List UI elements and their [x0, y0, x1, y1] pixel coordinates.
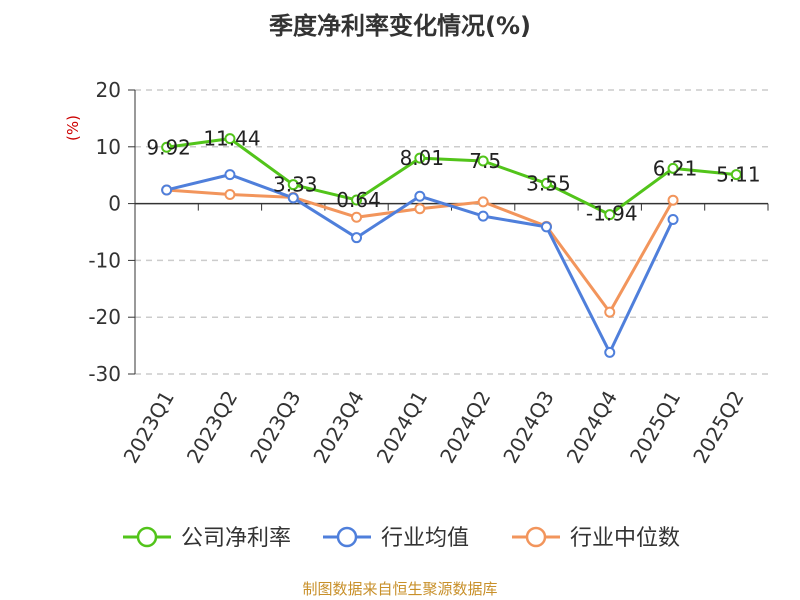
- data-point: [667, 162, 679, 174]
- legend-swatch-marker: [136, 526, 158, 548]
- data-point: [477, 155, 489, 167]
- data-label: -1.94: [586, 202, 638, 226]
- data-point: [224, 189, 236, 201]
- data-label: 9.92: [146, 135, 191, 159]
- data-point: [351, 211, 363, 223]
- data-point: [540, 221, 552, 233]
- data-point: [351, 232, 363, 244]
- source-note: 制图数据来自恒生聚源数据库: [302, 580, 498, 598]
- data-point: [730, 169, 742, 181]
- data-point: [477, 196, 489, 208]
- chart-title: 季度净利率变化情况(%): [269, 12, 531, 40]
- legend-swatch-marker: [525, 526, 547, 548]
- y-tick-label: 10: [96, 135, 121, 159]
- x-tick-label: 2025Q1: [625, 387, 685, 468]
- data-label: 11.44: [203, 127, 260, 151]
- x-tick-label: 2024Q2: [435, 387, 495, 468]
- legend-swatch-marker: [336, 526, 358, 548]
- x-tick-label: 2025Q2: [688, 387, 748, 468]
- data-label: 8.01: [400, 146, 445, 170]
- data-point: [161, 184, 173, 196]
- data-point: [667, 214, 679, 226]
- data-point: [604, 209, 616, 221]
- data-point: [477, 210, 489, 222]
- series-line: [166, 137, 737, 217]
- data-label: 5.11: [716, 163, 761, 187]
- x-tick-label: 2024Q1: [372, 387, 432, 468]
- x-tick-label: 2023Q2: [182, 387, 242, 468]
- series-lines: [166, 137, 737, 354]
- data-label: 7.5: [469, 149, 501, 173]
- x-tick-label: 2023Q3: [245, 387, 305, 468]
- y-tick-label: -10: [88, 248, 121, 272]
- data-point: [287, 192, 299, 204]
- y-tick-label: -30: [88, 362, 121, 386]
- data-point: [414, 190, 426, 202]
- y-tick-label: 0: [108, 192, 121, 216]
- data-label: 3.55: [526, 171, 571, 195]
- y-axis-unit: (%): [64, 115, 82, 141]
- data-label: 0.64: [336, 188, 381, 212]
- data-point: [287, 179, 299, 191]
- data-point: [667, 194, 679, 206]
- data-point: [224, 133, 236, 145]
- x-tick-label: 2023Q1: [119, 387, 179, 468]
- data-point: [604, 346, 616, 358]
- data-label: 6.21: [653, 156, 698, 180]
- x-tick-label: 2024Q3: [498, 387, 558, 468]
- data-point: [161, 141, 173, 153]
- data-labels: 9.92 11.44 3.33 0.64 8.01 7.5 3.55 -1.94 6.21 5.1…: [146, 127, 760, 226]
- data-point: [414, 152, 426, 164]
- data-point: [224, 169, 236, 181]
- data-point: [414, 203, 426, 215]
- y-tick-label: 20: [96, 78, 121, 102]
- data-point: [351, 194, 363, 206]
- x-tick-label: 2024Q4: [562, 387, 622, 468]
- legend-label: 公司净利率: [181, 526, 291, 551]
- legend-label: 行业中位数: [570, 526, 680, 551]
- x-tick-label: 2023Q4: [308, 387, 368, 468]
- data-point: [604, 306, 616, 318]
- series-points: [161, 133, 742, 358]
- legend-label: 行业均值: [381, 526, 469, 551]
- y-tick-label: -20: [88, 305, 121, 329]
- data-label: 3.33: [273, 173, 318, 197]
- legend: 公司净利率 行业均值 行业中位数: [123, 526, 680, 551]
- data-point: [540, 177, 552, 189]
